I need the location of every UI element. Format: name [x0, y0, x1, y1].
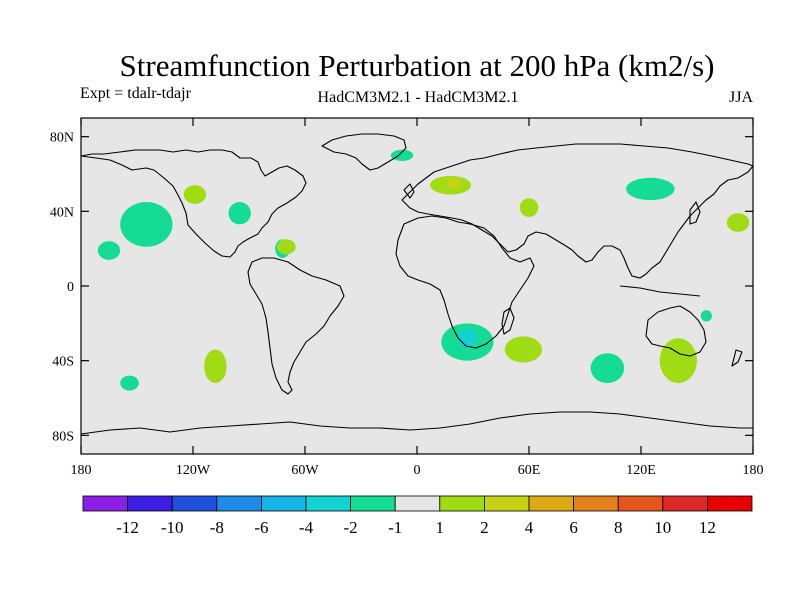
colorbar-box: [707, 495, 753, 512]
coastline-eurasia: [401, 143, 753, 279]
contour-region-north-atlantic-negative: [228, 202, 251, 225]
coastline-north-america: [81, 149, 307, 258]
coastline-greenland: [321, 133, 407, 171]
colorbar-label: -12: [116, 518, 139, 537]
colorbar-box: [127, 495, 173, 512]
colorbar-label: -2: [344, 518, 358, 537]
contour-region-south-indian-east-negative: [590, 353, 625, 384]
colorbar-box: [171, 495, 218, 512]
coastline-uk: [403, 183, 415, 199]
colorbar-box: [305, 495, 351, 512]
colorbar-box: [394, 495, 441, 512]
colorbar-box: [573, 495, 619, 512]
lon-tick-label: 60E: [518, 463, 541, 478]
coastline-antarctica: [81, 411, 753, 435]
colorbar-box: [483, 495, 530, 512]
lat-tick-label: 40N: [50, 205, 74, 220]
axes: 180 120W 60W 0 60E 120E 180 80N 40N 0 40S 80S: [50, 118, 764, 478]
lat-tick-label: 0: [67, 280, 74, 295]
coastline-madagascar: [501, 307, 515, 335]
map-background: [81, 118, 753, 454]
contour-region-south-pacific-negative: [120, 375, 139, 391]
colorbar-boxes: [82, 495, 753, 512]
contour-region-north-pacific-negative: [120, 202, 173, 247]
season-label: JJA: [729, 89, 753, 106]
contour-region-east-asia-negative: [626, 177, 675, 201]
lon-tick-label: 60W: [291, 463, 319, 478]
colorbar-label: 8: [614, 518, 623, 537]
coastline-new-zealand: [731, 349, 743, 367]
coastline-africa: [395, 215, 535, 349]
map-panel: 180 120W 60W 0 60E 120E 180 80N 40N 0 40S 80S: [50, 117, 764, 478]
contour-region-coral-sea-negative: [700, 310, 712, 322]
coastline-japan: [689, 201, 701, 225]
lat-tick-label: 80S: [52, 429, 74, 444]
colorbar-label: 1: [436, 518, 445, 537]
lon-tick-label: 0: [414, 463, 421, 478]
contour-region-europe-core: [446, 177, 462, 189]
colorbar-label: 12: [699, 518, 716, 537]
colorbar-box: [439, 495, 485, 512]
colorbar-label: 10: [654, 518, 671, 537]
contour-region-southern-africa-core: [458, 328, 477, 348]
contour-region-greenland-negative: [390, 149, 414, 161]
contour-region-hawaii-negative: [97, 241, 121, 260]
contour-region-south-pacific-positive: [204, 349, 227, 384]
lon-tick-label: 180: [743, 463, 764, 478]
contour-region-north-pacific-east-positive: [726, 213, 750, 232]
colorbar: -12 -10 -8 -6 -4 -2 -1 1 2 4 6 8 10 12: [82, 495, 753, 537]
colorbar-box: [216, 495, 262, 512]
colorbar-box: [260, 495, 307, 512]
colorbar-label: 4: [525, 518, 534, 537]
lat-tick-label: 40S: [52, 355, 74, 370]
model-label: HadCM3M2.1 - HadCM3M2.1: [318, 89, 519, 106]
contour-region-australia-positive: [659, 338, 697, 384]
lon-tick-label: 120E: [626, 463, 656, 478]
colorbar-label: -6: [254, 518, 268, 537]
colorbar-labels: -12 -10 -8 -6 -4 -2 -1 1 2 4 6 8 10 12: [116, 518, 716, 537]
colorbar-box: [350, 495, 396, 512]
chart-title: Streamfunction Perturbation at 200 hPa (…: [120, 48, 715, 83]
colorbar-label: -8: [210, 518, 224, 537]
contour-region-caribbean-positive: [277, 239, 296, 255]
colorbar-label: -1: [388, 518, 402, 537]
contour-region-central-asia-positive: [519, 198, 539, 217]
colorbar-label: -10: [161, 518, 184, 537]
coastlines: [81, 133, 753, 435]
colorbar-label: 2: [480, 518, 489, 537]
colorbar-box: [662, 495, 708, 512]
colorbar-label: 6: [569, 518, 578, 537]
lat-tick-label: 80N: [50, 131, 74, 146]
lon-tick-label: 120W: [176, 463, 211, 478]
map-frame: [80, 117, 754, 455]
colorbar-box: [82, 495, 128, 512]
colorbar-box: [528, 495, 574, 512]
coastline-south-america: [247, 257, 345, 395]
lon-tick-label: 180: [71, 463, 92, 478]
colorbar-label: -4: [299, 518, 314, 537]
contour-region-south-indian-positive: [504, 336, 543, 363]
colorbar-box: [617, 495, 664, 512]
experiment-label: Expt = tdalr-tdajr: [80, 85, 192, 102]
coastline-australia: [645, 305, 707, 357]
coastline-indonesia: [619, 285, 701, 297]
contour-region-rockies-positive: [183, 185, 207, 204]
